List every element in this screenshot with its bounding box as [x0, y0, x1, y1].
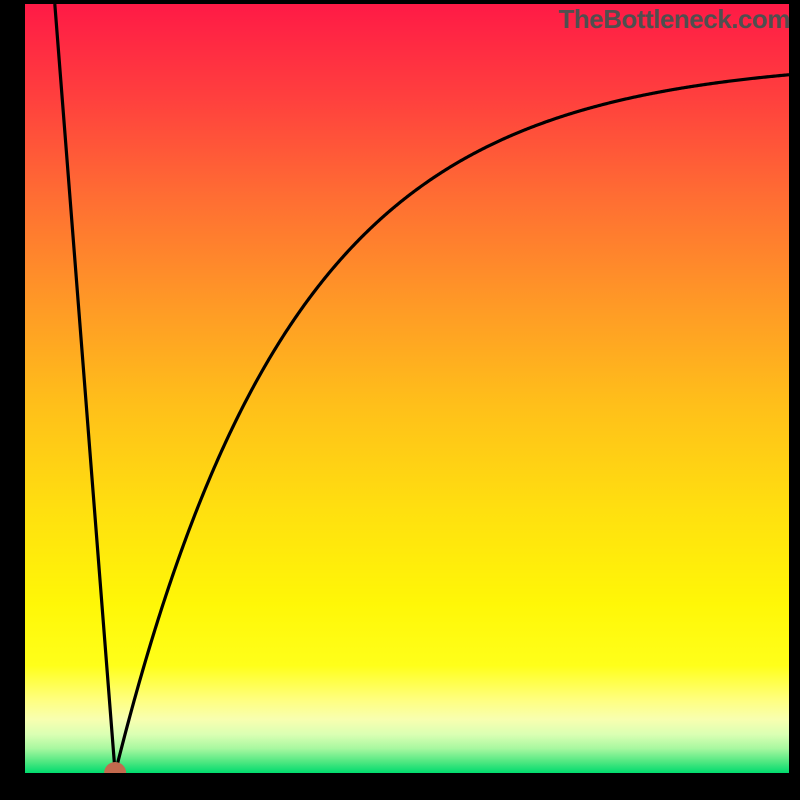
chart-container: TheBottleneck.com	[0, 0, 800, 800]
watermark-label: TheBottleneck.com	[559, 4, 790, 35]
plot-area	[25, 4, 789, 773]
curve-layer	[25, 4, 789, 773]
bottleneck-curve	[55, 4, 789, 773]
minimum-marker	[104, 762, 126, 773]
